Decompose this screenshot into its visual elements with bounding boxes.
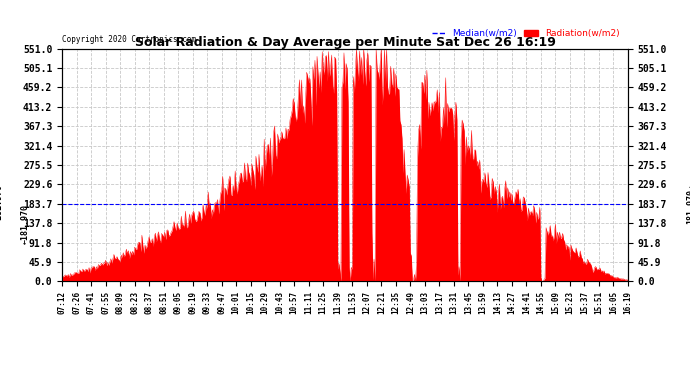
Text: 181.970→: 181.970→ bbox=[686, 184, 690, 225]
Text: ←181.970: ←181.970 bbox=[21, 204, 30, 245]
Title: Solar Radiation & Day Average per Minute Sat Dec 26 16:19: Solar Radiation & Day Average per Minute… bbox=[135, 36, 555, 49]
Legend: Median(w/m2), Radiation(w/m2): Median(w/m2), Radiation(w/m2) bbox=[428, 26, 623, 42]
Text: ←181.970: ←181.970 bbox=[0, 184, 4, 225]
Text: Copyright 2020 Cartronics.com: Copyright 2020 Cartronics.com bbox=[62, 35, 196, 44]
